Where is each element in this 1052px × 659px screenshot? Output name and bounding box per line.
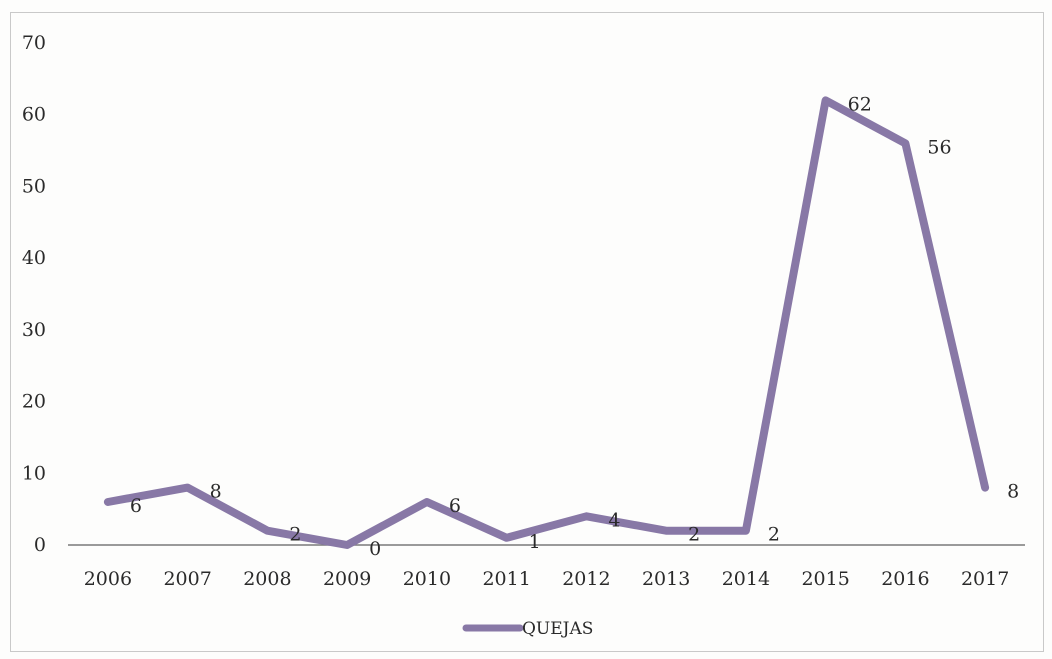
series-layer [103,96,990,549]
data-point [184,484,192,492]
data-point [901,139,909,147]
data-point [582,512,590,520]
data-label: 6 [449,495,461,517]
data-label: 4 [608,509,620,531]
data-point [822,96,830,104]
data-label: 2 [768,524,780,546]
y-tick-label: 20 [22,391,46,413]
y-tick-label: 10 [22,462,46,484]
data-label: 2 [289,524,301,546]
data-label: 8 [210,481,222,503]
data-point [981,484,989,492]
y-tick-label: 70 [22,32,46,54]
x-tick-label: 2011 [482,568,530,590]
x-tick-label: 2012 [562,568,610,590]
data-label: 56 [927,136,951,158]
data-point [503,534,511,542]
legend-label: QUEJAS [522,619,593,639]
data-point [742,527,750,535]
x-tick-label: 2008 [243,568,291,590]
x-tick-label: 2007 [163,568,211,590]
y-axis-ticks: 0 10 20 30 40 50 60 70 [22,32,46,556]
data-label: 6 [130,495,142,517]
data-point [343,541,351,549]
x-tick-label: 2017 [961,568,1009,590]
data-label: 62 [848,93,872,115]
data-point [423,498,431,506]
x-tick-label: 2014 [722,568,770,590]
legend: QUEJAS [462,619,593,639]
y-tick-label: 40 [22,247,46,269]
chart-frame [10,12,1044,652]
data-label: 0 [369,538,381,560]
y-tick-label: 30 [22,319,46,341]
data-point [263,527,271,535]
y-tick-label: 60 [22,104,46,126]
y-tick-label: 0 [34,534,46,556]
data-label: 2 [688,524,700,546]
data-label: 8 [1007,481,1019,503]
x-axis-ticks: 2006 2007 2008 2009 2010 2011 2012 2013 2014 2015… [84,568,1010,590]
x-tick-label: 2016 [881,568,929,590]
x-tick-label: 2009 [323,568,371,590]
series-line-quejas [103,96,990,549]
y-tick-label: 50 [22,175,46,197]
data-point [662,527,670,535]
x-tick-label: 2015 [801,568,849,590]
data-label: 1 [529,531,541,553]
x-tick-label: 2013 [642,568,690,590]
x-tick-label: 2006 [84,568,132,590]
x-tick-label: 2010 [403,568,451,590]
data-point [104,498,112,506]
data-labels: 6 8 2 0 6 1 4 2 2 62 56 8 [130,93,1019,560]
